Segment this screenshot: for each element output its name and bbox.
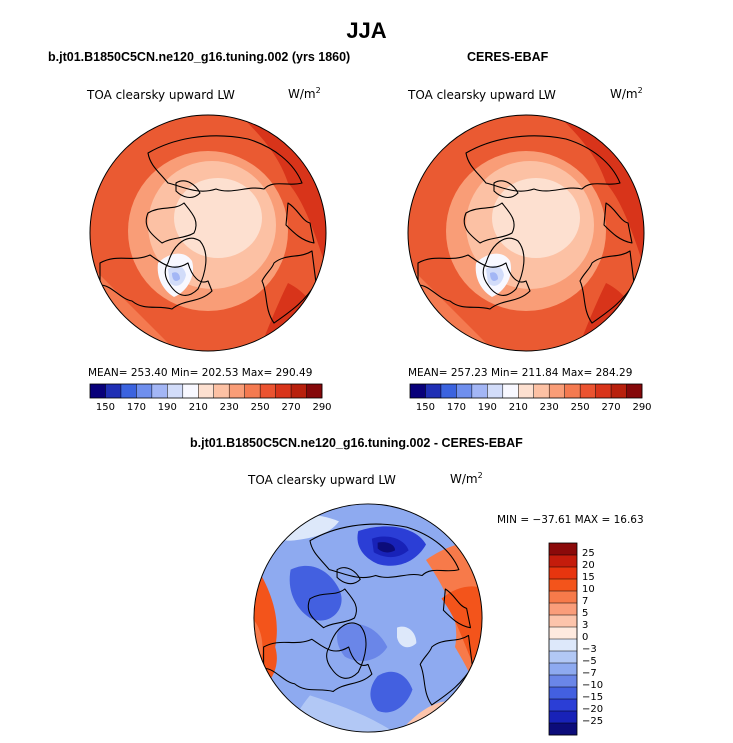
panel-1-stats: MEAN= 253.40 Min= 202.53 Max= 290.49 xyxy=(88,367,313,379)
colorbar-tick-label: 170 xyxy=(126,402,146,413)
colorbar-tick-label: 270 xyxy=(601,402,621,413)
colorbar-box xyxy=(549,627,577,640)
colorbar-box xyxy=(120,384,137,398)
panel-1-title: b.jt01.B1850C5CN.ne120_g16.tuning.002 (y… xyxy=(48,50,351,64)
colorbar-box xyxy=(549,591,577,604)
panel-3-variable-label: TOA clearsky upward LW xyxy=(248,473,396,487)
colorbar-tick-label: −10 xyxy=(582,680,604,691)
colorbar-tick-label: −3 xyxy=(582,644,597,655)
colorbar-tick-label: 210 xyxy=(188,402,208,413)
colorbar-box xyxy=(502,384,519,398)
colorbar-box xyxy=(151,384,168,398)
colorbar-box xyxy=(549,723,577,736)
colorbar-box xyxy=(549,699,577,712)
panel-2-colorbar-ticks: 150 170 190 210 230 250 270 290 xyxy=(410,402,652,416)
colorbar-box xyxy=(549,663,577,676)
colorbar-box xyxy=(182,384,199,398)
colorbar-box xyxy=(244,384,261,398)
colorbar-box xyxy=(549,384,565,398)
colorbar-box xyxy=(471,384,488,398)
colorbar-box xyxy=(105,384,122,398)
panel-3-title: b.jt01.B1850C5CN.ne120_g16.tuning.002 - … xyxy=(190,436,523,450)
colorbar-box xyxy=(549,675,577,688)
colorbar-tick-label: 3 xyxy=(582,620,589,631)
colorbar-box xyxy=(549,543,577,556)
colorbar-box xyxy=(564,384,581,398)
colorbar-tick-label: 10 xyxy=(582,584,595,595)
panel-2-map xyxy=(407,114,645,352)
panel-1-units: W/m2 xyxy=(288,86,321,101)
panel-2-units: W/m2 xyxy=(610,86,643,101)
panel-2-title: CERES-EBAF xyxy=(467,50,549,64)
colorbar-tick-label: 290 xyxy=(312,402,332,413)
panel-3-units: W/m2 xyxy=(450,471,483,486)
colorbar-tick-label: 150 xyxy=(415,402,435,413)
colorbar-tick-label: 190 xyxy=(157,402,177,413)
colorbar-tick-label: 0 xyxy=(582,632,589,643)
panel-3-map xyxy=(253,503,483,733)
colorbar-tick-label: 230 xyxy=(219,402,239,413)
colorbar-box xyxy=(580,384,596,398)
colorbar-box xyxy=(291,384,307,398)
colorbar-tick-label: 20 xyxy=(582,560,595,571)
colorbar-box xyxy=(213,384,230,398)
colorbar-box xyxy=(260,384,276,398)
figure-title: JJA xyxy=(346,18,387,43)
colorbar-box xyxy=(549,567,577,580)
colorbar-box xyxy=(167,384,184,398)
colorbar-tick-label: 150 xyxy=(95,402,115,413)
colorbar-box xyxy=(90,384,106,398)
colorbar-tick-label: 7 xyxy=(582,596,589,607)
colorbar-box xyxy=(549,555,577,568)
colorbar-tick-label: 250 xyxy=(250,402,270,413)
colorbar-box xyxy=(136,384,153,398)
colorbar-tick-label: −15 xyxy=(582,692,604,703)
colorbar-box xyxy=(549,687,577,700)
colorbar-tick-label: 230 xyxy=(539,402,559,413)
colorbar-tick-label: −20 xyxy=(582,704,604,715)
colorbar-tick-label: −7 xyxy=(582,668,597,679)
colorbar-tick-label: −5 xyxy=(582,656,597,667)
colorbar-box xyxy=(549,711,577,724)
colorbar-box xyxy=(440,384,457,398)
colorbar-box xyxy=(198,384,215,398)
panel-1-variable-label: TOA clearsky upward LW xyxy=(87,88,235,102)
colorbar-box xyxy=(229,384,245,398)
panel-2-colorbar xyxy=(409,383,643,399)
colorbar-box xyxy=(410,384,426,398)
panel-1-colorbar-ticks: 150 170 190 210 230 250 270 290 xyxy=(90,402,332,416)
colorbar-tick-label: 170 xyxy=(446,402,466,413)
colorbar-tick-label: 15 xyxy=(582,572,595,583)
colorbar-box xyxy=(549,603,577,616)
colorbar-tick-label: 190 xyxy=(477,402,497,413)
colorbar-box xyxy=(306,384,323,398)
colorbar-box xyxy=(487,384,504,398)
colorbar-tick-label: 210 xyxy=(508,402,528,413)
colorbar-box xyxy=(456,384,473,398)
colorbar-box xyxy=(533,384,550,398)
colorbar-box xyxy=(626,384,643,398)
colorbar-box xyxy=(549,651,577,664)
colorbar-tick-label: 25 xyxy=(582,548,595,559)
colorbar-tick-label: −25 xyxy=(582,716,604,727)
colorbar-tick-label: 250 xyxy=(570,402,590,413)
colorbar-box xyxy=(549,639,577,652)
colorbar-tick-label: 5 xyxy=(582,608,589,619)
colorbar-box xyxy=(275,384,292,398)
panel-3-colorbar-ticks: 25 20 15 10 7 5 3 0 −3 −5 −7 −10 −15 −20 −25 xyxy=(582,543,622,735)
panel-1-colorbar xyxy=(89,383,323,399)
panel-3-colorbar xyxy=(548,542,578,736)
colorbar-box xyxy=(549,615,577,628)
panel-1-map xyxy=(89,114,327,352)
colorbar-box xyxy=(549,579,577,592)
panel-3-stats: MIN = −37.61 MAX = 16.63 xyxy=(497,514,644,526)
colorbar-box xyxy=(611,384,627,398)
colorbar-box xyxy=(425,384,442,398)
colorbar-tick-label: 290 xyxy=(632,402,652,413)
colorbar-box xyxy=(518,384,535,398)
panel-2-stats: MEAN= 257.23 Min= 211.84 Max= 284.29 xyxy=(408,367,633,379)
panel-2-variable-label: TOA clearsky upward LW xyxy=(408,88,556,102)
colorbar-tick-label: 270 xyxy=(281,402,301,413)
colorbar-box xyxy=(595,384,612,398)
